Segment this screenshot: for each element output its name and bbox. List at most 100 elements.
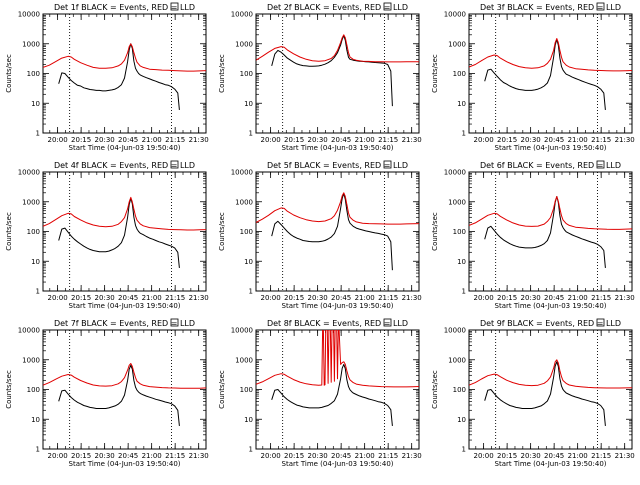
- x-axis-label: Start Time (04-Jun-03 19:50:40): [282, 460, 394, 468]
- legend-box-icon: [596, 160, 605, 169]
- series-lld-line: [469, 38, 632, 72]
- x-tick-label: 20:15: [497, 294, 517, 302]
- y-tick-label: 10000: [444, 169, 466, 177]
- x-tick-label: 21:00: [142, 452, 162, 460]
- panel-det-2f: Det 2f BLACK = Events, RED = LLD 1 10 100 10…: [218, 2, 422, 152]
- y-tick-label: 10: [31, 258, 40, 266]
- series-events-line: [271, 193, 393, 271]
- x-tick-label: 20:30: [521, 136, 541, 144]
- x-tick-label: 20:45: [118, 452, 138, 460]
- y-tick-label: 10: [244, 258, 253, 266]
- series-events-line: [484, 38, 606, 110]
- panel-det-3f: Det 3f BLACK = Events, RED = LLD 1 10 100 10…: [431, 2, 635, 152]
- y-tick-label: 100: [453, 386, 466, 394]
- series-lld-line: [43, 196, 206, 231]
- x-axis-label: Start Time (04-Jun-03 19:50:40): [495, 460, 607, 468]
- y-tick-label: 1: [462, 130, 466, 138]
- x-tick-label: 21:15: [165, 452, 185, 460]
- legend-box-icon: [383, 160, 392, 169]
- x-tick-label: 20:45: [331, 294, 351, 302]
- x-tick-label: 21:00: [142, 294, 162, 302]
- legend-box-icon: [596, 318, 605, 327]
- x-tick-label: 20:00: [48, 452, 68, 460]
- x-tick-label: 20:15: [284, 136, 304, 144]
- x-tick-label: 20:30: [95, 136, 115, 144]
- x-tick-label: 21:30: [402, 294, 422, 302]
- y-axis-label: Counts/sec: [431, 212, 439, 251]
- legend-box-icon: [383, 2, 392, 11]
- y-tick-label: 100: [240, 70, 253, 78]
- x-tick-label: 20:30: [521, 294, 541, 302]
- x-tick-label: 21:30: [615, 294, 635, 302]
- y-axis-label: Counts/sec: [218, 370, 226, 409]
- x-axis-label: Start Time (04-Jun-03 19:50:40): [282, 302, 394, 310]
- x-tick-label: 21:30: [402, 452, 422, 460]
- plot-frame: [255, 329, 420, 450]
- y-tick-label: 1: [462, 288, 466, 296]
- y-axis-label: Counts/sec: [5, 212, 13, 251]
- series-lld-line: [469, 196, 632, 230]
- x-tick-label: 20:15: [284, 294, 304, 302]
- x-tick-label: 20:00: [474, 294, 494, 302]
- series-events-line: [484, 196, 606, 268]
- panel-title: Det 4f BLACK = Events, RED = LLD: [54, 161, 195, 170]
- x-tick-label: 21:00: [355, 294, 375, 302]
- x-tick-label: 21:30: [189, 294, 209, 302]
- y-tick-label: 1000: [448, 40, 466, 48]
- x-tick-label: 20:00: [261, 136, 281, 144]
- x-tick-label: 20:15: [497, 452, 517, 460]
- y-tick-label: 100: [453, 228, 466, 236]
- legend-box-icon: [170, 160, 179, 169]
- x-tick-label: 20:15: [284, 452, 304, 460]
- x-tick-label: 20:00: [261, 452, 281, 460]
- panel-title: Det 2f BLACK = Events, RED = LLD: [267, 3, 408, 12]
- x-tick-label: 20:15: [497, 136, 517, 144]
- x-tick-label: 21:00: [568, 452, 588, 460]
- x-tick-label: 20:15: [71, 452, 91, 460]
- x-tick-label: 21:00: [568, 136, 588, 144]
- panel-det-4f: Det 4f BLACK = Events, RED = LLD 1 10 100 10…: [5, 160, 209, 310]
- series-events-line: [58, 43, 180, 110]
- x-tick-label: 20:15: [71, 294, 91, 302]
- x-tick-label: 20:45: [331, 136, 351, 144]
- y-tick-label: 10: [457, 258, 466, 266]
- legend-box-icon: [170, 318, 179, 327]
- plot-frame: [42, 329, 207, 450]
- panel-title: Det 1f BLACK = Events, RED = LLD: [54, 3, 195, 12]
- y-tick-label: 1: [36, 288, 40, 296]
- y-tick-label: 1: [249, 130, 253, 138]
- panel-title: Det 9f BLACK = Events, RED = LLD: [480, 319, 621, 328]
- plot-frame: [255, 171, 420, 292]
- y-axis-label: Counts/sec: [431, 54, 439, 93]
- panel-det-1f: Det 1f BLACK = Events, RED = LLD 1 10 100 10…: [5, 2, 209, 152]
- x-tick-label: 20:00: [48, 294, 68, 302]
- panel-title: Det 5f BLACK = Events, RED = LLD: [267, 161, 408, 170]
- legend-box-icon: [170, 2, 179, 11]
- y-tick-label: 10000: [18, 169, 40, 177]
- x-tick-label: 20:45: [118, 294, 138, 302]
- x-axis-label: Start Time (04-Jun-03 19:50:40): [69, 302, 181, 310]
- x-tick-label: 20:00: [48, 136, 68, 144]
- x-axis-label: Start Time (04-Jun-03 19:50:40): [495, 302, 607, 310]
- x-tick-label: 21:15: [591, 136, 611, 144]
- y-axis-label: Counts/sec: [218, 54, 226, 93]
- x-tick-label: 20:15: [71, 136, 91, 144]
- x-tick-label: 21:30: [189, 136, 209, 144]
- x-axis-label: Start Time (04-Jun-03 19:50:40): [69, 144, 181, 152]
- x-tick-label: 21:00: [568, 294, 588, 302]
- y-tick-label: 1000: [235, 356, 253, 364]
- panel-det-9f: Det 9f BLACK = Events, RED = LLD 1 10 100 10…: [431, 318, 635, 468]
- panel-title: Det 7f BLACK = Events, RED = LLD: [54, 319, 195, 328]
- plot-frame: [42, 13, 207, 134]
- x-tick-label: 20:45: [544, 294, 564, 302]
- plot-frame: [255, 13, 420, 134]
- y-tick-label: 10: [244, 416, 253, 424]
- x-tick-label: 20:00: [474, 136, 494, 144]
- x-tick-label: 21:15: [165, 136, 185, 144]
- series-lld-line: [256, 330, 419, 388]
- x-tick-label: 21:00: [355, 452, 375, 460]
- x-tick-label: 21:00: [355, 136, 375, 144]
- y-tick-label: 1000: [235, 40, 253, 48]
